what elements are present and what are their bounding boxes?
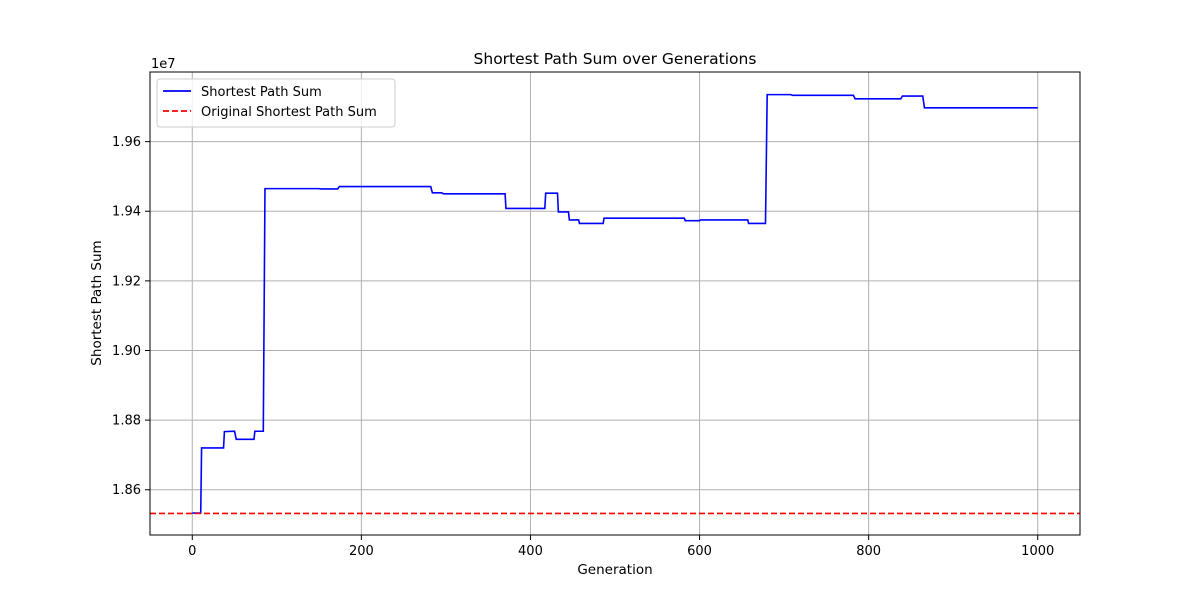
- legend: Shortest Path Sum Original Shortest Path…: [156, 78, 396, 128]
- grid: [150, 72, 1080, 535]
- series-line-shortest-path-sum: [192, 93, 1038, 514]
- plot-frame: [149, 71, 1081, 536]
- y-axis-label: Shortest Path Sum: [89, 240, 105, 365]
- y-tick-label: 1.86: [112, 483, 141, 498]
- y-tick-label: 1.90: [112, 344, 141, 359]
- y-offset-label: 1e7: [151, 57, 176, 72]
- y-tick-label: 1.88: [112, 414, 141, 429]
- x-tick-label: 400: [518, 544, 543, 559]
- y-tick-label: 1.96: [112, 135, 141, 150]
- chart-title: Shortest Path Sum over Generations: [474, 50, 757, 68]
- legend-label-shortest-path-sum: Shortest Path Sum: [201, 85, 322, 100]
- x-axis-label: Generation: [577, 562, 652, 578]
- x-tick-label: 600: [687, 544, 712, 559]
- series-layer: [150, 93, 1080, 515]
- legend-label-original-shortest-path-sum: Original Shortest Path Sum: [201, 105, 377, 120]
- ticks: 0 200 400 600 800 1000 1.86 1.88 1.90 1.92 1.94 1.9…: [112, 135, 1054, 559]
- x-tick-label: 0: [188, 544, 196, 559]
- x-tick-label: 200: [349, 544, 374, 559]
- y-tick-label: 1.94: [112, 205, 141, 220]
- x-tick-label: 1000: [1021, 544, 1054, 559]
- y-tick-label: 1.92: [112, 274, 141, 289]
- x-tick-label: 800: [856, 544, 881, 559]
- legend-box: [156, 78, 396, 128]
